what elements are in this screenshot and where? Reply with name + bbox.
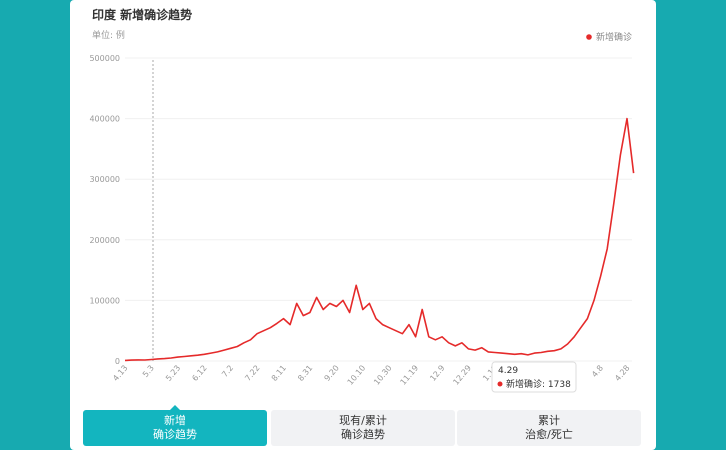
x-tick-label: 4.28 (613, 364, 631, 383)
x-tick-label: 4.8 (590, 364, 605, 380)
line (124, 117, 635, 362)
tab-line: 确诊趋势 (341, 428, 385, 441)
x-tick-label: 7.2 (220, 364, 235, 380)
x-tick-label: 6.12 (190, 364, 208, 383)
y-tick-label: 0 (115, 357, 120, 366)
tooltip-text: 新增确诊: 1738 (506, 378, 571, 390)
x-tick-label: 5.23 (164, 364, 182, 383)
x-tick-label: 10.10 (346, 364, 368, 387)
y-tick-label: 100000 (89, 296, 120, 305)
tab[interactable]: 现有/累计 确诊趋势 (271, 410, 455, 446)
x-tick-label: 9.20 (323, 364, 341, 383)
x-tick-label: 8.31 (296, 364, 314, 383)
tab-line: 治愈/死亡 (525, 428, 573, 441)
tab-line: 现有/累计 (339, 414, 387, 427)
tooltip-marker (497, 381, 503, 387)
unit-label: 单位: 例 (92, 29, 125, 41)
x-tick-label: 10.30 (372, 364, 394, 387)
x-tick-label: 8.11 (270, 364, 288, 383)
chart-title: 印度 新增确诊趋势 (92, 7, 192, 22)
y-tick-label: 200000 (89, 236, 120, 245)
chart: 印度 新增确诊趋势 单位: 例 新增确诊 0 100000 200000 300000… (89, 7, 635, 393)
y-tick-label: 300000 (89, 175, 120, 184)
tab[interactable]: 新增 确诊趋势 (83, 405, 267, 446)
x-tick-label: 7.22 (243, 364, 261, 383)
x-tick-label: 5.3 (141, 364, 156, 380)
x-tick-label: 12.9 (428, 364, 446, 383)
legend-label: 新增确诊 (596, 31, 632, 43)
tab-line: 确诊趋势 (153, 428, 197, 441)
y-tick-label: 500000 (89, 54, 120, 63)
tooltip-title: 4.29 (498, 366, 518, 376)
tab-line: 累计 (538, 414, 560, 427)
tab[interactable]: 累计 治愈/死亡 (457, 410, 641, 446)
x-tick-label: 4.13 (111, 364, 129, 383)
tooltip-box (491, 361, 577, 393)
x-tick-label: 11.19 (399, 364, 421, 387)
x-tick-label: 12.29 (451, 364, 473, 387)
y-tick-label: 400000 (89, 115, 120, 124)
tab-line: 新增 (164, 414, 186, 427)
legend-marker (586, 34, 592, 40)
